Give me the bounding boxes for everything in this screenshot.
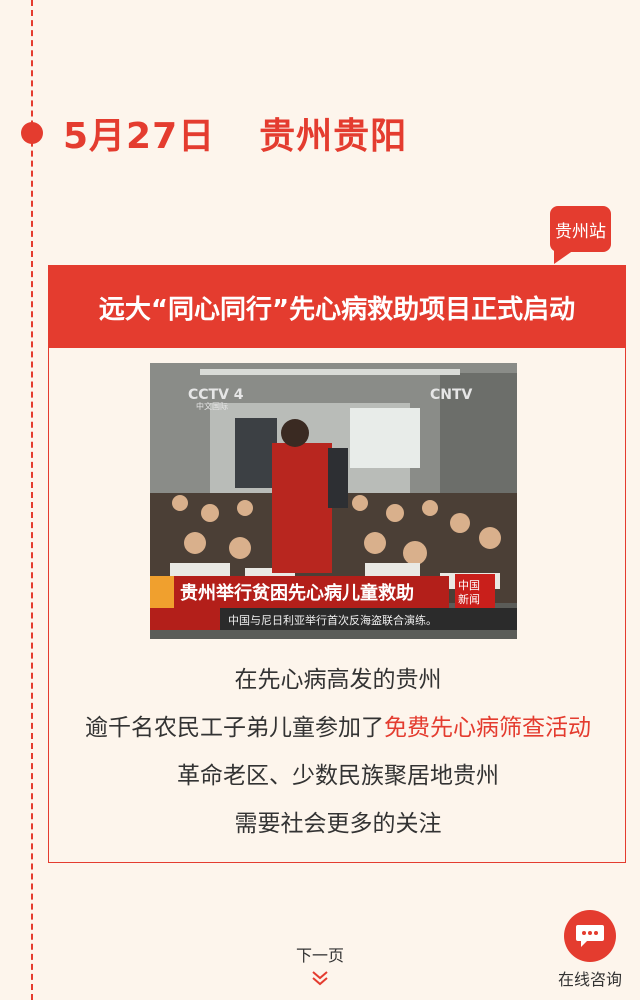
timeline-line [31,0,33,1000]
station-badge: 贵州站 [550,206,611,264]
event-location: 贵州贵阳 [259,116,408,157]
chevron-double-down-icon [312,971,328,986]
consult-label: 在线咨询 [557,970,622,989]
body-line-1: 在先心病高发的贵州 [234,667,442,693]
body-line-3: 革命老区、少数民族聚居地贵州 [177,763,499,789]
date-heading: 5月27日 贵州贵阳 [63,108,407,158]
body-line-4: 需要社会更多的关注 [234,811,442,837]
channel-sub: 中文国际 [196,401,228,411]
photo-caption: 贵州举行贫困先心病儿童救助 [180,582,414,604]
online-consult-button[interactable]: 在线咨询 [554,910,626,990]
timeline-dot [21,122,43,144]
channel-logo: CCTV 4 [188,387,244,403]
news-badge-bottom: 新闻 [458,592,480,606]
event-card: 远大“同心同行”先心病救助项目正式启动 [48,265,626,863]
corner-logo: CNTV [430,387,473,403]
next-page-label: 下一页 [295,946,344,965]
news-ticker: 中国与尼日利亚举行首次反海盗联合演练。 [228,613,437,627]
chat-bubble-icon [564,910,616,962]
next-page-button[interactable]: 下一页 [270,942,370,986]
card-title: 远大“同心同行”先心病救助项目正式启动 [49,266,625,348]
event-date: 5月27日 [63,116,216,157]
highlight-text: 免费先心病筛查活动 [384,715,591,741]
news-photo: CCTV 4 中文国际 CNTV 贵州举行贫困先心病儿童救助 中国 新闻 中国与… [150,363,517,639]
body-line-2: 逾千名农民工子弟儿童参加了免费先心病筛查活动 [85,715,591,741]
news-badge-top: 中国 [458,579,480,592]
card-body: 在先心病高发的贵州 逾千名农民工子弟儿童参加了免费先心病筛查活动 革命老区、少数… [49,656,627,848]
